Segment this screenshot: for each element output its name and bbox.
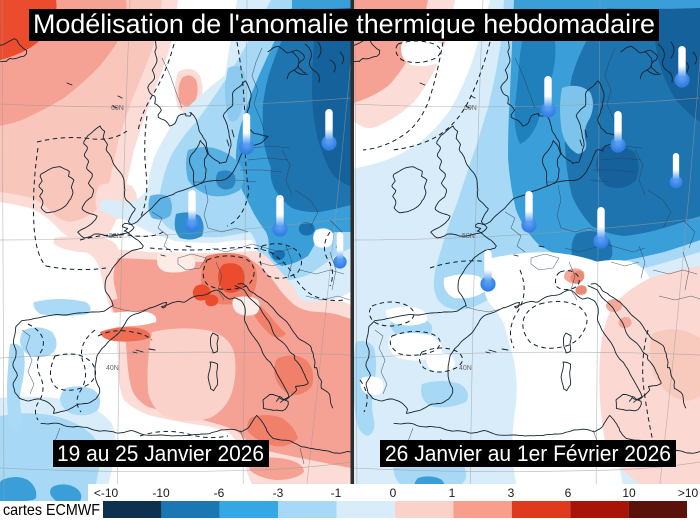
svg-text:-6: -6 (214, 486, 225, 500)
svg-text:Modélisation de l'anomalie the: Modélisation de l'anomalie thermique heb… (33, 9, 655, 39)
svg-text:19 au 25 Janvier 2026: 19 au 25 Janvier 2026 (57, 441, 264, 466)
svg-text:60N: 60N (464, 105, 477, 112)
svg-text:0: 0 (390, 486, 397, 500)
svg-text:40N: 40N (459, 365, 472, 372)
svg-text:-1: -1 (331, 486, 342, 500)
svg-text:3: 3 (508, 486, 515, 500)
svg-text:1: 1 (449, 486, 456, 500)
svg-text:cartes ECMWF: cartes ECMWF (3, 502, 100, 519)
svg-text:>10: >10 (678, 486, 699, 500)
svg-text:-3: -3 (273, 486, 284, 500)
svg-text:-10: -10 (152, 486, 170, 500)
svg-text:50N: 50N (462, 233, 475, 240)
svg-text:6: 6 (565, 486, 572, 500)
svg-text:<-10: <-10 (94, 486, 119, 500)
svg-text:60N: 60N (111, 105, 124, 112)
svg-text:10: 10 (622, 486, 636, 500)
svg-text:50N: 50N (109, 233, 122, 240)
svg-text:26 Janvier au 1er Février 2026: 26 Janvier au 1er Février 2026 (385, 441, 671, 466)
svg-text:40N: 40N (106, 365, 119, 372)
